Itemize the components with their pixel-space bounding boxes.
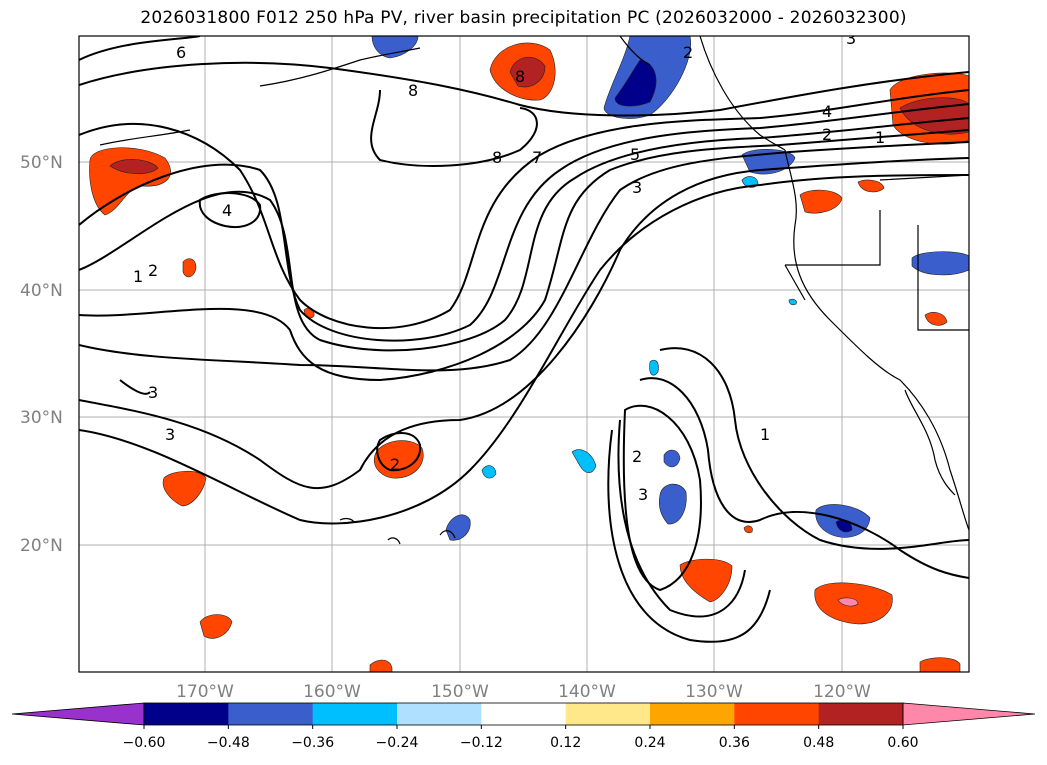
colorbar-segment (818, 703, 904, 725)
contour-label: 2 (683, 43, 693, 62)
contour-labels: 6 8 8 7 5 4 2 1 3 4 1 2 3 2 3 2 1 3 2 8 … (133, 29, 885, 504)
map-border (78, 35, 970, 673)
lat-labels: 50°N 40°N 30°N 20°N (20, 153, 63, 556)
lon-label: 120°W (813, 682, 871, 702)
lat-label: 30°N (20, 408, 63, 428)
lon-labels: 170°W 160°W 150°W 140°W 130°W 120°W (176, 682, 871, 702)
blob-central-pacific (162, 470, 207, 507)
colorbar-tick-label: 0.48 (803, 735, 834, 751)
contour-label: 7 (532, 148, 542, 167)
colorbar-segment (650, 703, 735, 725)
colorbar (11, 702, 1036, 726)
colorbar-tick-label: 0.12 (550, 735, 581, 751)
colorbar-segment (397, 703, 482, 725)
colorbar-tick-label: −0.60 (123, 735, 166, 751)
contour-label: 1 (760, 425, 770, 444)
lon-label: 160°W (303, 682, 361, 702)
colorbar-tick-label: −0.48 (207, 735, 250, 751)
blob-oregon (799, 189, 843, 214)
contour-label: 2 (390, 455, 400, 474)
lon-label: 170°W (176, 682, 234, 702)
contour-label: 1 (133, 267, 143, 286)
contour-label: 1 (875, 128, 885, 147)
colorbar-segment (228, 703, 314, 725)
contour-label: 2 (822, 125, 832, 144)
contour-label: 3 (638, 485, 648, 504)
colorbar-tick-label: 0.60 (887, 735, 918, 751)
pv-contours (79, 36, 969, 643)
colorbar-segment (734, 703, 820, 725)
contour-label: 8 (408, 81, 418, 100)
contour-label: 3 (148, 383, 158, 402)
colorbar-ticks: −0.60 −0.48 −0.36 −0.24 −0.12 0.12 0.24 0.36 0.4… (123, 725, 919, 751)
contour-label: 3 (846, 29, 856, 48)
lon-label: 150°W (431, 682, 489, 702)
map-title: 2026031800 F012 250 hPa PV, river basin … (140, 8, 907, 28)
contour-label: 2 (632, 447, 642, 466)
contour-label: 6 (176, 43, 186, 62)
contour-label: 3 (632, 178, 642, 197)
colorbar-tick-label: 0.24 (634, 735, 665, 751)
colorbar-tick-label: 0.36 (719, 735, 750, 751)
colorbar-segment (312, 703, 398, 725)
colorbar-segment (144, 703, 229, 725)
colorbar-extend-high (902, 702, 1036, 726)
colorbar-tick-label: −0.36 (291, 735, 334, 751)
contour-label: 2 (148, 261, 158, 280)
contour-label: 4 (822, 102, 832, 121)
contour-label: 8 (492, 148, 502, 167)
contour-label: 5 (630, 145, 640, 164)
colorbar-outline (143, 702, 904, 726)
colorbar-extend-low (11, 702, 145, 726)
lat-label: 20°N (20, 536, 63, 556)
lat-label: 40°N (20, 281, 63, 301)
blob-south-central (679, 558, 733, 603)
colorbar-tick-label: −0.24 (376, 735, 419, 751)
contour-label: 8 (515, 67, 525, 86)
precip-positive-blobs (89, 42, 969, 672)
precip-negative-blobs (371, 36, 969, 541)
coastlines (99, 36, 969, 545)
contour-label: 4 (222, 201, 232, 220)
contour-label: 3 (165, 425, 175, 444)
colorbar-segment (565, 703, 651, 725)
lat-label: 50°N (20, 153, 63, 173)
lon-label: 130°W (685, 682, 743, 702)
lon-label: 140°W (558, 682, 616, 702)
colorbar-tick-label: −0.12 (460, 735, 503, 751)
colorbar-segment (481, 703, 567, 725)
